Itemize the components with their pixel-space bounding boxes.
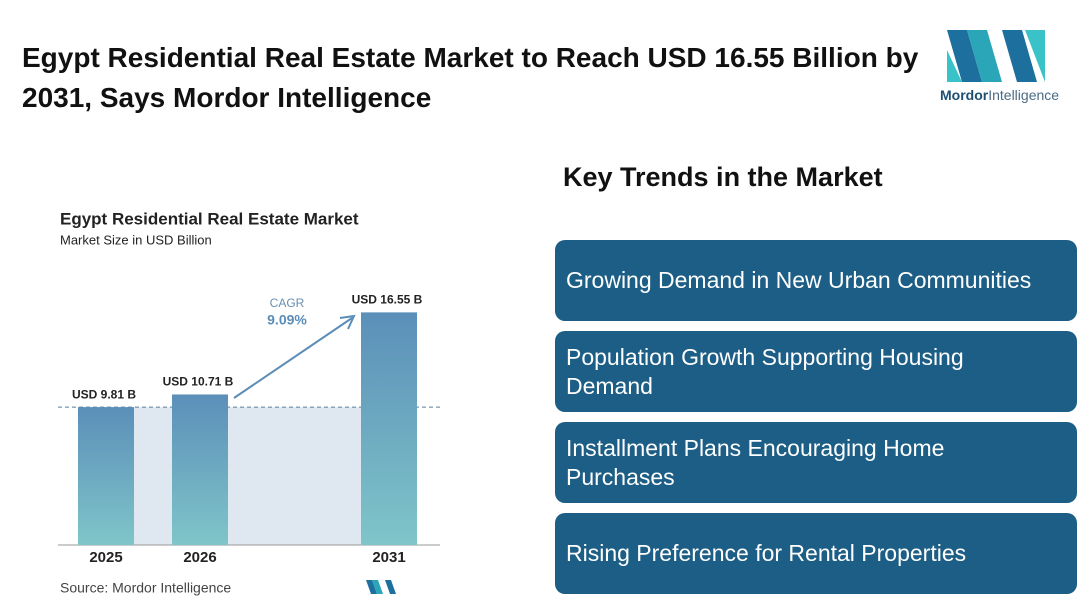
source: Source: Mordor Intelligence [60, 580, 231, 596]
cagr-label: CAGR [270, 296, 305, 310]
x-tick-label: 2026 [183, 549, 216, 566]
value-label: USD 9.81 B [72, 387, 136, 401]
shaded-area [78, 407, 417, 545]
bar [78, 407, 134, 545]
x-tick-label: 2025 [89, 549, 122, 566]
chart-subtitle: Market Size in USD Billion [60, 232, 212, 247]
logo-icon [947, 30, 1045, 82]
logo-brand: Mordor [940, 87, 989, 103]
trend-item: Rising Preference for Rental Properties [555, 513, 1077, 594]
value-label: USD 16.55 B [352, 293, 423, 307]
trends-title: Key Trends in the Market [563, 162, 883, 192]
page-title: Egypt Residential Real Estate Market to … [22, 42, 919, 113]
logo-text: MordorIntelligence [940, 87, 1059, 103]
logo-suffix: Intelligence [988, 87, 1059, 103]
trend-item: Growing Demand in New Urban Communities [555, 240, 1077, 321]
x-tick-label: 2031 [372, 549, 405, 566]
cagr-arrow [233, 317, 353, 399]
trend-item: Installment Plans Encouraging Home Purch… [555, 422, 1077, 503]
small-logo [366, 580, 396, 594]
bar [361, 312, 417, 545]
cagr-value: 9.09% [267, 312, 307, 328]
chart-title: Egypt Residential Real Estate Market [60, 209, 359, 228]
cagr-arrowhead [339, 314, 356, 330]
trend-item: Population Growth Supporting Housing Dem… [555, 331, 1077, 412]
value-label: USD 10.71 B [163, 375, 234, 389]
bar [172, 394, 228, 545]
